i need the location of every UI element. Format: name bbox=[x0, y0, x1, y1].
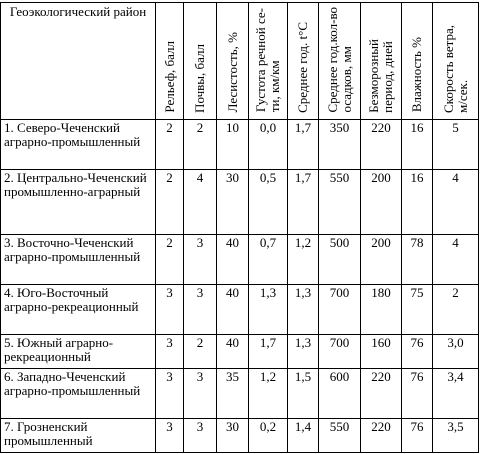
cell-relief: 3 bbox=[155, 418, 184, 454]
cell-wind-speed: 5 bbox=[432, 119, 479, 171]
cell-frost-free: 220 bbox=[360, 418, 402, 454]
cell-mean-temp: 1,3 bbox=[287, 284, 319, 336]
table-row: 5. Южный аграрно-рекреационный 3 2 40 1,… bbox=[0, 334, 479, 370]
cell-humidity: 76 bbox=[401, 418, 433, 454]
header-relief: Рельеф, балл bbox=[155, 1, 184, 121]
cell-wind-speed: 4 bbox=[432, 169, 479, 236]
cell-forest-cover: 35 bbox=[216, 368, 249, 420]
cell-mean-temp: 1,5 bbox=[287, 368, 319, 420]
cell-forest-cover: 40 bbox=[216, 284, 249, 336]
cell-river-density: 0,7 bbox=[248, 234, 288, 286]
cell-precipitation: 700 bbox=[318, 334, 361, 370]
cell-river-density: 1,3 bbox=[248, 284, 288, 336]
header-frost-free: Безморозный период, дней bbox=[360, 1, 402, 121]
cell-precipitation: 550 bbox=[318, 169, 361, 236]
cell-mean-temp: 1,7 bbox=[287, 169, 319, 236]
cell-forest-cover: 30 bbox=[216, 169, 249, 236]
cell-river-density: 1,2 bbox=[248, 368, 288, 420]
cell-relief: 3 bbox=[155, 284, 184, 336]
cell-precipitation: 550 bbox=[318, 418, 361, 454]
header-region: Геоэкологический район bbox=[0, 1, 156, 121]
cell-soils: 3 bbox=[183, 418, 217, 454]
cell-humidity: 78 bbox=[401, 234, 433, 286]
region-name: 1. Северо-Чеченский аграрно-промышленный bbox=[0, 119, 156, 171]
cell-relief: 2 bbox=[155, 119, 184, 171]
cell-frost-free: 200 bbox=[360, 234, 402, 286]
header-forest-cover: Лесистость, % bbox=[216, 1, 249, 121]
cell-wind-speed: 3,0 bbox=[432, 334, 479, 370]
cell-mean-temp: 1,2 bbox=[287, 234, 319, 286]
cell-forest-cover: 10 bbox=[216, 119, 249, 171]
cell-humidity: 16 bbox=[401, 119, 433, 171]
cell-frost-free: 200 bbox=[360, 169, 402, 236]
cell-mean-temp: 1,4 bbox=[287, 418, 319, 454]
cell-soils: 3 bbox=[183, 284, 217, 336]
table-row: 7. Грозненский промышленный 3 3 30 0,2 1… bbox=[0, 418, 479, 454]
region-name: 7. Грозненский промышленный bbox=[0, 418, 156, 454]
header-wind-speed: Скорость ветра, м/сек. bbox=[432, 1, 479, 121]
cell-soils: 3 bbox=[183, 234, 217, 286]
cell-relief: 3 bbox=[155, 334, 184, 370]
cell-soils: 3 bbox=[183, 368, 217, 420]
header-humidity: Влажность % bbox=[401, 1, 433, 121]
cell-wind-speed: 2 bbox=[432, 284, 479, 336]
table-row: 4. Юго-Восточный аграрно-рекреационный 3… bbox=[0, 284, 479, 336]
cell-forest-cover: 40 bbox=[216, 334, 249, 370]
region-name: 5. Южный аграрно-рекреационный bbox=[0, 334, 156, 370]
cell-wind-speed: 3,5 bbox=[432, 418, 479, 454]
table-row: 3. Восточно-Чеченский аграрно-промышленн… bbox=[0, 234, 479, 286]
cell-frost-free: 220 bbox=[360, 119, 402, 171]
header-river-density: Густота речной се- ти, км/км bbox=[248, 1, 288, 121]
cell-relief: 2 bbox=[155, 169, 184, 236]
cell-river-density: 1,7 bbox=[248, 334, 288, 370]
cell-precipitation: 350 bbox=[318, 119, 361, 171]
cell-soils: 2 bbox=[183, 334, 217, 370]
cell-precipitation: 700 bbox=[318, 284, 361, 336]
region-name: 2. Центрально-Чеченский промышленно-агра… bbox=[0, 169, 156, 236]
cell-humidity: 75 bbox=[401, 284, 433, 336]
table-row: 1. Северо-Чеченский аграрно-промышленный… bbox=[0, 119, 479, 171]
cell-wind-speed: 3,4 bbox=[432, 368, 479, 420]
cell-frost-free: 160 bbox=[360, 334, 402, 370]
region-name: 6. Западно-Чеченский аграрно-промышленны… bbox=[0, 368, 156, 420]
cell-mean-temp: 1,3 bbox=[287, 334, 319, 370]
cell-forest-cover: 40 bbox=[216, 234, 249, 286]
cell-forest-cover: 30 bbox=[216, 418, 249, 454]
header-precipitation: Среднее год.кол-во осадков, мм bbox=[318, 1, 361, 121]
header-soils: Почвы, балл bbox=[183, 1, 217, 121]
header-mean-temp: Среднее год. t°C bbox=[287, 1, 319, 121]
cell-relief: 3 bbox=[155, 368, 184, 420]
table-row: 2. Центрально-Чеченский промышленно-агра… bbox=[0, 169, 479, 236]
cell-wind-speed: 4 bbox=[432, 234, 479, 286]
cell-mean-temp: 1,7 bbox=[287, 119, 319, 171]
cell-river-density: 0,5 bbox=[248, 169, 288, 236]
region-name: 3. Восточно-Чеченский аграрно-промышленн… bbox=[0, 234, 156, 286]
region-name: 4. Юго-Восточный аграрно-рекреационный bbox=[0, 284, 156, 336]
header-row: Геоэкологический район Рельеф, балл Почв… bbox=[0, 1, 479, 121]
cell-humidity: 76 bbox=[401, 368, 433, 420]
cell-frost-free: 180 bbox=[360, 284, 402, 336]
cell-river-density: 0,0 bbox=[248, 119, 288, 171]
cell-frost-free: 220 bbox=[360, 368, 402, 420]
cell-river-density: 0,2 bbox=[248, 418, 288, 454]
cell-soils: 4 bbox=[183, 169, 217, 236]
cell-humidity: 16 bbox=[401, 169, 433, 236]
cell-relief: 2 bbox=[155, 234, 184, 286]
cell-humidity: 76 bbox=[401, 334, 433, 370]
cell-precipitation: 500 bbox=[318, 234, 361, 286]
cell-precipitation: 600 bbox=[318, 368, 361, 420]
cell-soils: 2 bbox=[183, 119, 217, 171]
table-row: 6. Западно-Чеченский аграрно-промышленны… bbox=[0, 368, 479, 420]
